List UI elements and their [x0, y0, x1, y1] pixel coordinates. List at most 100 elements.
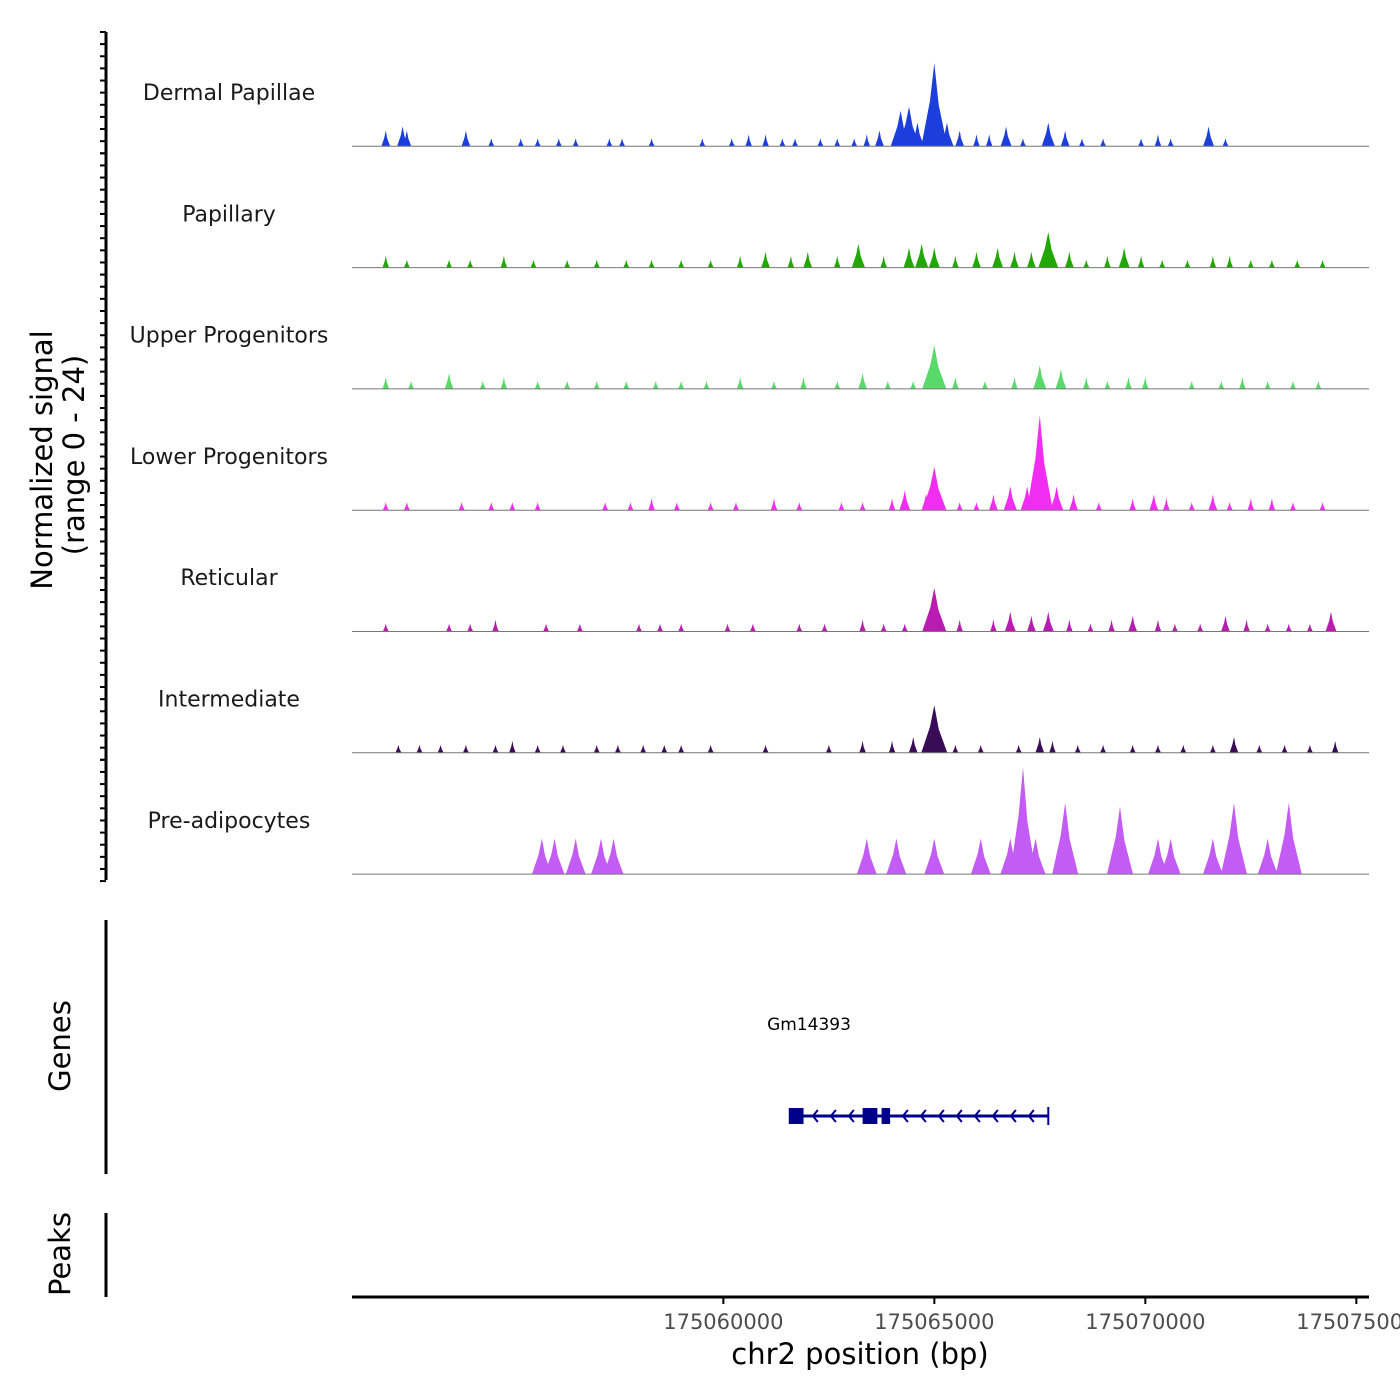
track-reticular: Reticular — [180, 566, 1369, 632]
signal-peak — [1188, 381, 1195, 389]
signal-peak — [924, 838, 945, 875]
peaks-panel: Peaks — [43, 1212, 108, 1297]
signal-peak — [880, 255, 887, 268]
signal-peak — [792, 138, 799, 147]
signal-peak — [402, 130, 412, 147]
signal-peak — [1188, 502, 1195, 511]
signal-peak — [859, 502, 866, 511]
signal-peak — [1083, 259, 1090, 268]
genes-panel: Genes Gm14393 — [43, 920, 1050, 1174]
signal-peak — [1083, 377, 1090, 389]
signal-peak — [888, 740, 896, 753]
signal-peak — [922, 345, 947, 389]
signal-peak — [851, 138, 858, 147]
signal-peak — [1087, 623, 1094, 632]
signal-peak — [602, 502, 609, 511]
signal-peak — [921, 705, 948, 753]
signal-peak — [1042, 611, 1054, 632]
signal-peak — [461, 130, 471, 147]
x-axis: 175060000 175065000 175070000 175075000 chr… — [352, 1295, 1400, 1371]
gene-strand-arrow — [901, 1109, 909, 1123]
genes-panel-title: Genes — [43, 1000, 77, 1092]
signal-peak — [543, 623, 550, 632]
signal-peak — [1129, 498, 1136, 511]
signal-peak — [733, 502, 739, 511]
signal-peak — [382, 255, 390, 268]
signal-peak — [903, 247, 915, 268]
gene-model-gm14393 — [788, 1107, 1050, 1125]
gene-strand-arrow — [811, 1109, 819, 1123]
signal-peak — [403, 259, 410, 268]
signal-peak — [955, 130, 965, 147]
signal-peak — [886, 838, 907, 875]
signal-peak — [834, 138, 841, 147]
signal-peak — [728, 138, 735, 147]
signal-peak — [880, 623, 887, 632]
signal-peak — [652, 381, 659, 389]
signal-peak — [1038, 232, 1059, 268]
signal-peak — [703, 381, 710, 389]
signal-peak — [1221, 802, 1247, 875]
signal-peak — [1159, 259, 1166, 268]
signal-peak — [467, 623, 474, 632]
signal-peak — [1107, 806, 1133, 875]
track-pre-adipocytes: Pre-adipocytes — [148, 767, 1369, 875]
signal-peak — [817, 138, 824, 147]
signal-peak — [1256, 744, 1263, 753]
signal-peak — [707, 502, 714, 511]
gene-strand-arrow — [955, 1109, 963, 1123]
signal-peak — [1315, 381, 1322, 389]
signal-peak — [940, 122, 954, 147]
signal-peak — [787, 255, 795, 268]
x-axis-title: chr2 position (bp) — [731, 1337, 988, 1371]
signal-peak — [1142, 377, 1149, 389]
signal-y-axis-ticks — [100, 31, 106, 883]
signal-peak — [437, 744, 444, 753]
signal-peak — [534, 381, 541, 389]
signal-peak — [446, 623, 453, 632]
signal-peak — [534, 138, 541, 147]
signal-peak — [1203, 126, 1215, 147]
gene-strand-arrow — [847, 1109, 855, 1123]
signal-peak — [1079, 138, 1085, 147]
signal-peak — [1154, 134, 1162, 147]
x-tick-label: 175060000 — [663, 1310, 783, 1334]
signal-peak — [1000, 126, 1012, 147]
signal-peak — [1209, 255, 1217, 268]
track-label-reticular: Reticular — [180, 566, 278, 591]
signal-peak — [1229, 737, 1239, 753]
signal-peak — [509, 502, 516, 511]
signal-peak — [699, 138, 706, 147]
signal-peak — [382, 377, 390, 389]
gene-exon — [881, 1108, 891, 1124]
signal-peak — [416, 744, 423, 753]
signal-peak — [673, 502, 680, 511]
signal-peak — [1264, 623, 1271, 632]
signal-peak — [1055, 369, 1067, 389]
signal-peak — [851, 243, 865, 268]
signal-peak — [1104, 255, 1111, 268]
signal-peak — [1069, 494, 1078, 511]
signal-peak — [593, 381, 600, 389]
signal-peak — [803, 251, 813, 268]
signal-peak — [1074, 744, 1081, 753]
signal-peak — [395, 744, 402, 753]
signal-peak — [458, 502, 465, 511]
signal-peak — [1257, 838, 1278, 875]
signal-peak — [838, 502, 845, 511]
signal-peak — [821, 623, 828, 632]
signal-peak — [1218, 381, 1225, 389]
track-label-dermal-papillae: Dermal Papillae — [143, 81, 315, 106]
signal-peak — [884, 381, 891, 389]
signal-peak — [1104, 381, 1111, 389]
signal-peak — [446, 259, 453, 268]
signal-peak — [1050, 486, 1064, 511]
track-label-intermediate: Intermediate — [158, 688, 300, 713]
signal-peak — [875, 130, 884, 147]
signal-peak — [1222, 138, 1229, 147]
signal-peak — [1171, 623, 1178, 632]
signal-peak — [1306, 744, 1313, 753]
signal-peak — [565, 838, 586, 875]
signal-peak — [973, 502, 980, 511]
